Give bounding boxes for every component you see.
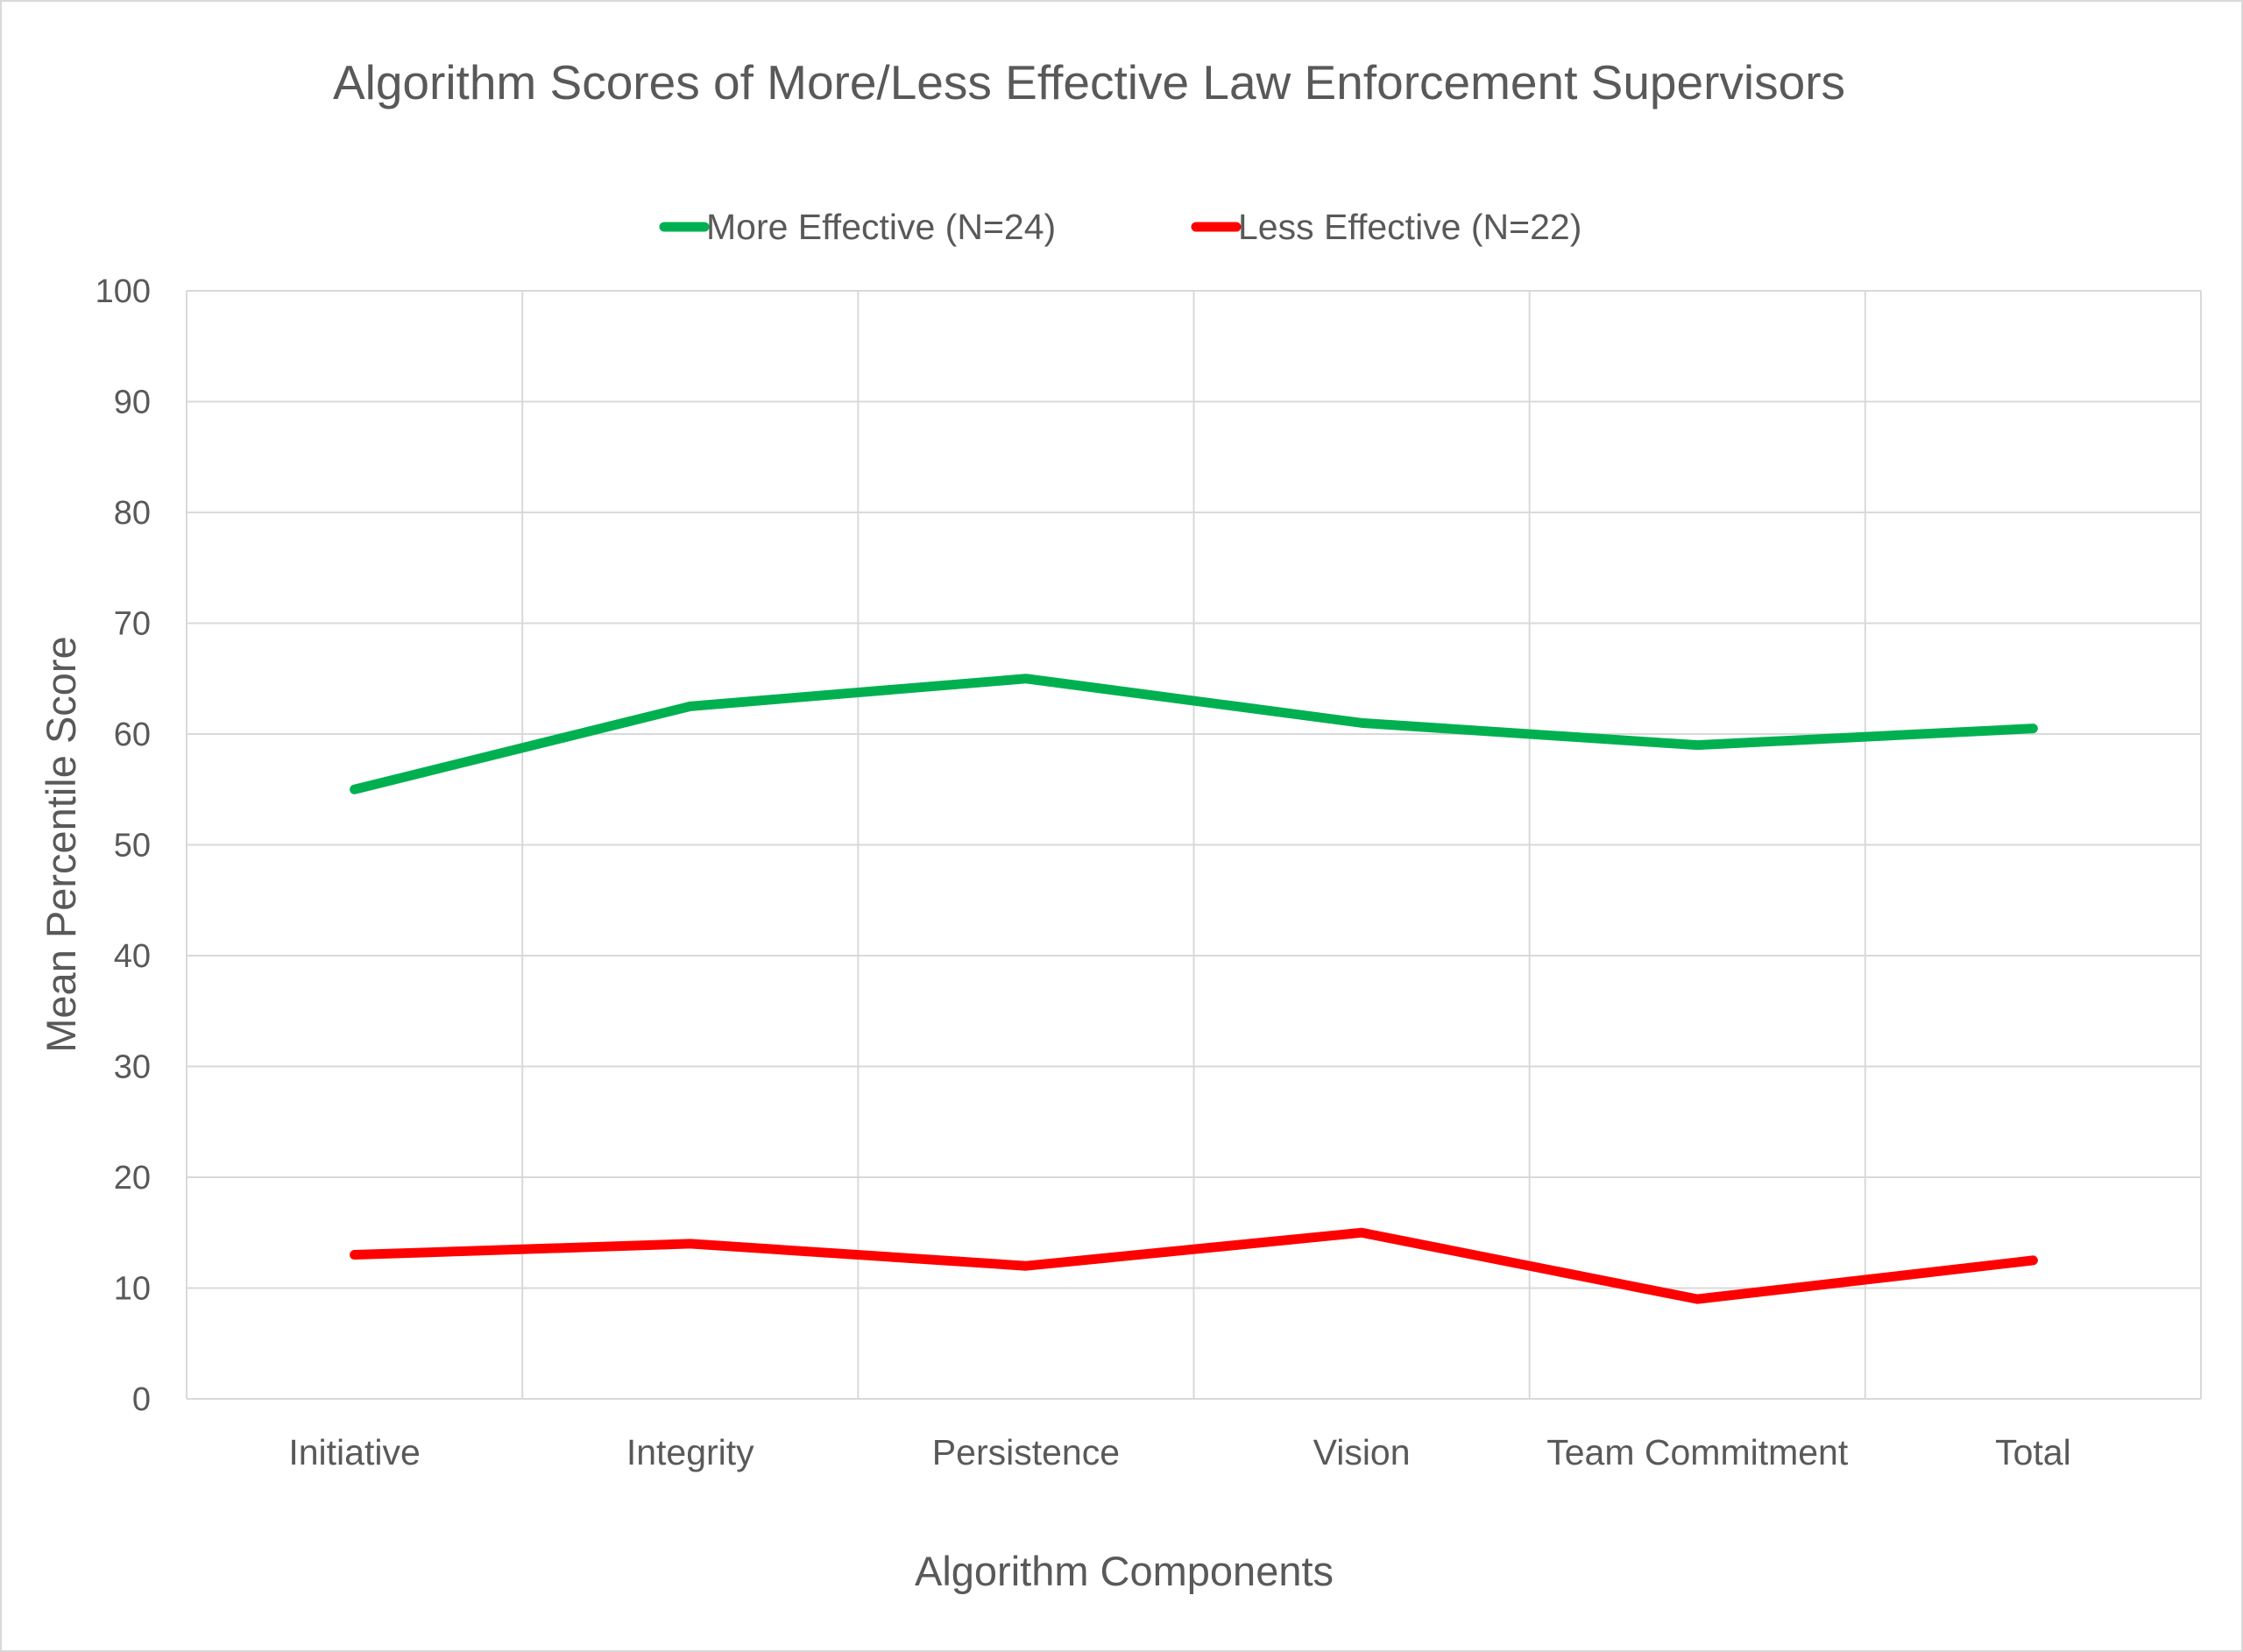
x-axis-category-labels: Initiative Integrity Persistence Vision Team… [288,1432,2070,1472]
series-lines [350,674,2038,1304]
chart-title: Algorithm Scores of More/Less Effective … [333,55,1845,109]
x-tick-label: Vision [1313,1432,1411,1472]
y-tick-label: 100 [96,273,151,310]
y-axis-title: Mean Percentile Score [38,636,84,1052]
x-tick-label: Integrity [626,1432,754,1472]
y-tick-label: 60 [114,717,151,753]
y-tick-label: 70 [114,606,151,643]
y-tick-label: 0 [132,1381,151,1418]
legend-label-more-effective: More Effective (N=24) [706,207,1056,247]
y-tick-label: 40 [114,938,151,975]
series-line-more-effective [350,674,2038,794]
x-tick-label: Persistence [932,1432,1120,1472]
x-axis-title: Algorithm Components [915,1548,1334,1594]
y-tick-label: 80 [114,495,151,532]
y-tick-label: 90 [114,385,151,421]
y-tick-label: 20 [114,1160,151,1197]
gridlines [186,290,2202,1400]
legend: More Effective (N=24) Less Effective (N=2… [659,207,1581,247]
y-axis-tick-labels: 0 10 20 30 40 50 60 70 80 90 100 [96,273,151,1418]
y-tick-label: 10 [114,1271,151,1308]
x-tick-label: Initiative [288,1432,420,1472]
y-tick-label: 50 [114,828,151,865]
x-tick-label: Total [1995,1432,2071,1472]
y-tick-label: 30 [114,1049,151,1086]
x-tick-label: Team Commitment [1546,1432,1849,1472]
series-line-less-effective [350,1227,2038,1304]
legend-label-less-effective: Less Effective (N=22) [1238,207,1581,247]
